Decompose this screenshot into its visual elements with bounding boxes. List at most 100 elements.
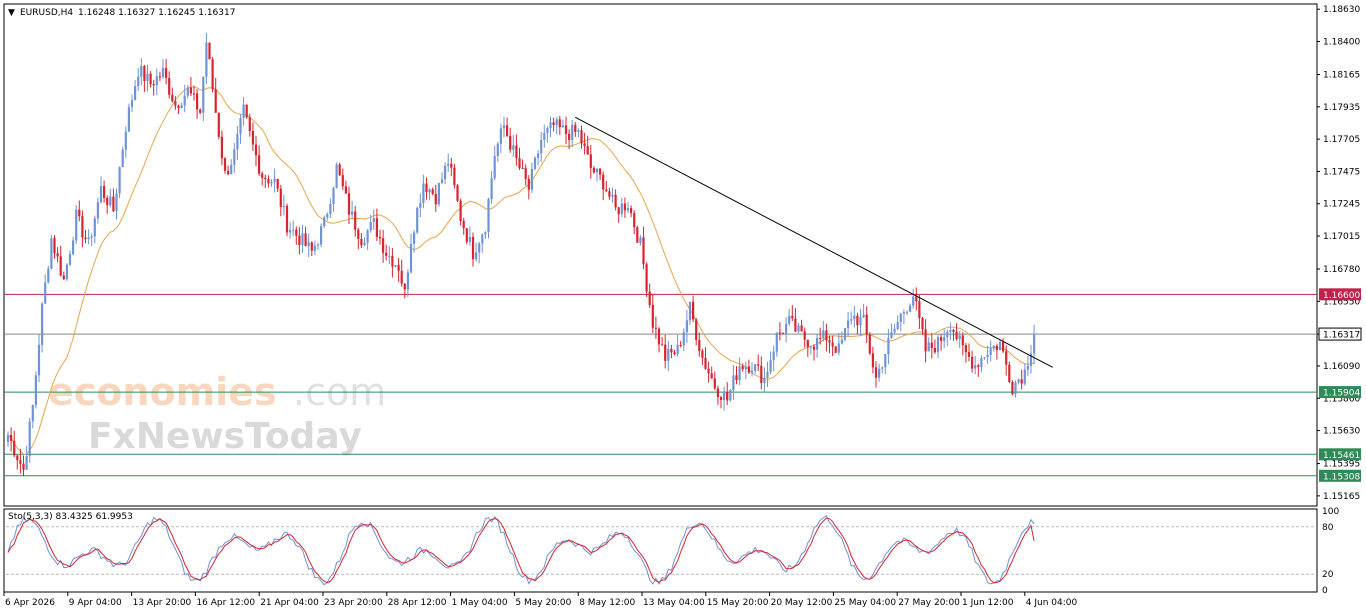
price-tick-label: 1.17245: [1323, 200, 1360, 210]
candle: [112, 188, 115, 213]
candle: [81, 210, 84, 248]
candle: [6, 431, 10, 447]
candle: [974, 355, 977, 375]
candle: [354, 205, 357, 237]
candle: [59, 245, 62, 277]
candle: [459, 198, 462, 226]
candle: [264, 174, 267, 189]
candle: [419, 193, 422, 218]
candle: [778, 322, 781, 341]
candle: [335, 162, 338, 189]
candle: [211, 57, 214, 93]
candle: [304, 226, 307, 247]
trendline[interactable]: [575, 116, 1053, 368]
price-axis[interactable]: 1.18630 1.18400 1.18165 1.17935 1.17705 1.174…: [1317, 5, 1360, 502]
price-tick-label: 1.17935: [1323, 103, 1360, 113]
candle: [958, 331, 961, 348]
level-tag-text: 1.15308: [1323, 472, 1360, 482]
candle: [1026, 355, 1029, 377]
candle: [509, 127, 512, 153]
candle: [840, 331, 843, 345]
candle: [564, 116, 568, 145]
candle: [143, 64, 146, 92]
main-plot-frame: [3, 3, 1318, 507]
candle: [99, 176, 103, 204]
candle: [118, 166, 121, 198]
time-tick-label: 20 May 12:00: [771, 598, 833, 608]
candle: [13, 430, 16, 458]
candle: [326, 212, 329, 221]
candle: [831, 335, 834, 357]
candle: [233, 143, 236, 173]
stochastic-plot-frame: [3, 508, 1318, 593]
candle: [927, 337, 930, 352]
candle: [859, 308, 862, 336]
candle: [850, 311, 853, 325]
candle: [357, 228, 360, 250]
price-tick-label: 1.17705: [1323, 135, 1360, 145]
candle: [208, 42, 211, 60]
candle: [490, 171, 493, 204]
candle: [434, 184, 437, 212]
candle: [605, 181, 608, 193]
candle: [592, 165, 595, 174]
candle: [375, 208, 378, 242]
candle: [422, 174, 425, 209]
candle: [992, 345, 995, 352]
candle: [189, 76, 192, 97]
stochastic-indicator: [6, 514, 1315, 586]
candle: [723, 386, 726, 411]
candle: [670, 344, 673, 359]
candle: [515, 134, 518, 166]
level-tag: [1319, 448, 1361, 461]
candle: [134, 80, 137, 101]
candle: [506, 117, 509, 137]
candle: [1011, 380, 1014, 396]
candle: [952, 328, 955, 341]
candle: [78, 200, 81, 222]
header-collapse-icon[interactable]: ▼: [8, 8, 15, 18]
candle: [909, 303, 912, 312]
candle: [524, 164, 527, 186]
candle: [763, 367, 766, 393]
candle: [192, 85, 196, 101]
candle: [437, 182, 440, 207]
candle: [558, 116, 561, 135]
candle: [936, 334, 940, 358]
candle: [481, 233, 484, 253]
candle: [794, 308, 797, 333]
candle: [518, 147, 521, 171]
candle: [995, 343, 998, 360]
candle: [409, 233, 413, 274]
ohlc-label: 1.16248 1.16327 1.16245 1.16317: [78, 8, 235, 18]
price-tick-label: 1.15395: [1323, 460, 1360, 470]
candle: [955, 323, 958, 341]
candle: [967, 343, 971, 362]
candle: [149, 71, 152, 88]
moving-average-line: [7, 86, 1035, 455]
candle: [84, 229, 87, 244]
time-tick-label: 8 May 12:00: [579, 598, 635, 608]
candle: [394, 265, 397, 268]
level-tag-text: 1.15461: [1323, 451, 1360, 461]
candle: [236, 125, 239, 161]
price-tick-label: 1.18400: [1323, 38, 1360, 48]
candle: [289, 222, 292, 239]
candle: [527, 175, 530, 200]
candle: [921, 316, 924, 335]
candle: [623, 197, 626, 218]
price-tick-label: 1.16780: [1323, 265, 1360, 275]
candle: [254, 135, 258, 167]
candle: [620, 198, 623, 217]
candle: [276, 178, 279, 193]
candle: [502, 116, 506, 138]
candle: [90, 233, 93, 247]
candle: [868, 332, 871, 355]
time-axis[interactable]: 6 Apr 2026 9 Apr 04:00 13 Apr 20:00 16 Apr …: [3, 592, 1078, 608]
candle: [372, 209, 375, 231]
level-tag-text: 1.16317: [1323, 331, 1360, 341]
candle: [106, 195, 109, 214]
candle: [347, 186, 351, 225]
candle: [285, 203, 289, 237]
candle: [366, 229, 369, 250]
